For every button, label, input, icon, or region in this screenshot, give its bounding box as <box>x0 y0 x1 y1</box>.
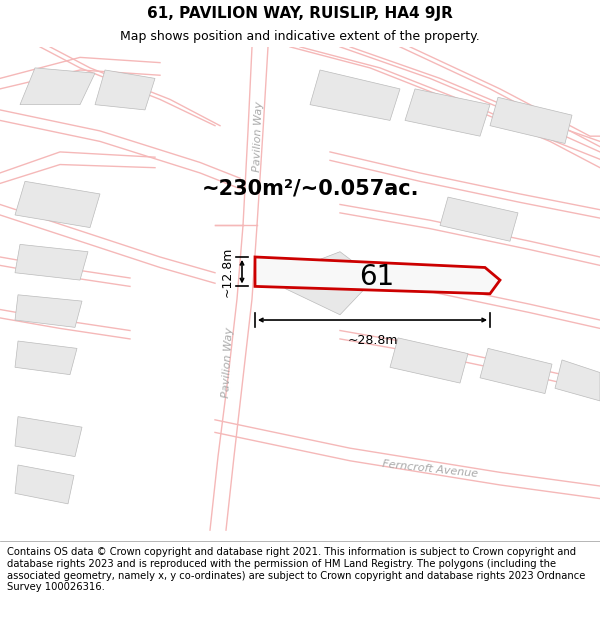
Text: Pavilion Way: Pavilion Way <box>252 101 264 172</box>
Polygon shape <box>405 89 490 136</box>
Text: ~230m²/~0.057ac.: ~230m²/~0.057ac. <box>201 179 419 199</box>
Polygon shape <box>490 98 572 144</box>
Text: 61: 61 <box>359 263 395 291</box>
Polygon shape <box>15 244 88 280</box>
Polygon shape <box>390 338 468 383</box>
Text: 61, PAVILION WAY, RUISLIP, HA4 9JR: 61, PAVILION WAY, RUISLIP, HA4 9JR <box>147 6 453 21</box>
Text: Pavilion Way: Pavilion Way <box>221 326 235 398</box>
Text: ~28.8m: ~28.8m <box>347 334 398 347</box>
Polygon shape <box>15 465 74 504</box>
Text: ~12.8m: ~12.8m <box>221 246 234 297</box>
Polygon shape <box>480 348 552 394</box>
Polygon shape <box>15 295 82 328</box>
Polygon shape <box>15 181 100 228</box>
Polygon shape <box>255 257 500 294</box>
Polygon shape <box>15 417 82 457</box>
Polygon shape <box>95 70 155 110</box>
Polygon shape <box>310 70 400 121</box>
Polygon shape <box>555 360 600 401</box>
Polygon shape <box>15 341 77 374</box>
Polygon shape <box>285 252 375 315</box>
Text: Contains OS data © Crown copyright and database right 2021. This information is : Contains OS data © Crown copyright and d… <box>7 548 586 592</box>
Text: Ferncroft Avenue: Ferncroft Avenue <box>382 459 478 479</box>
Polygon shape <box>440 197 518 241</box>
Polygon shape <box>20 68 95 104</box>
Text: Map shows position and indicative extent of the property.: Map shows position and indicative extent… <box>120 30 480 43</box>
